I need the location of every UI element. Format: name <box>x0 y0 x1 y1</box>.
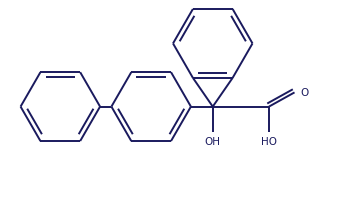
Text: O: O <box>300 88 308 98</box>
Text: HO: HO <box>261 136 277 146</box>
Text: OH: OH <box>205 136 221 146</box>
